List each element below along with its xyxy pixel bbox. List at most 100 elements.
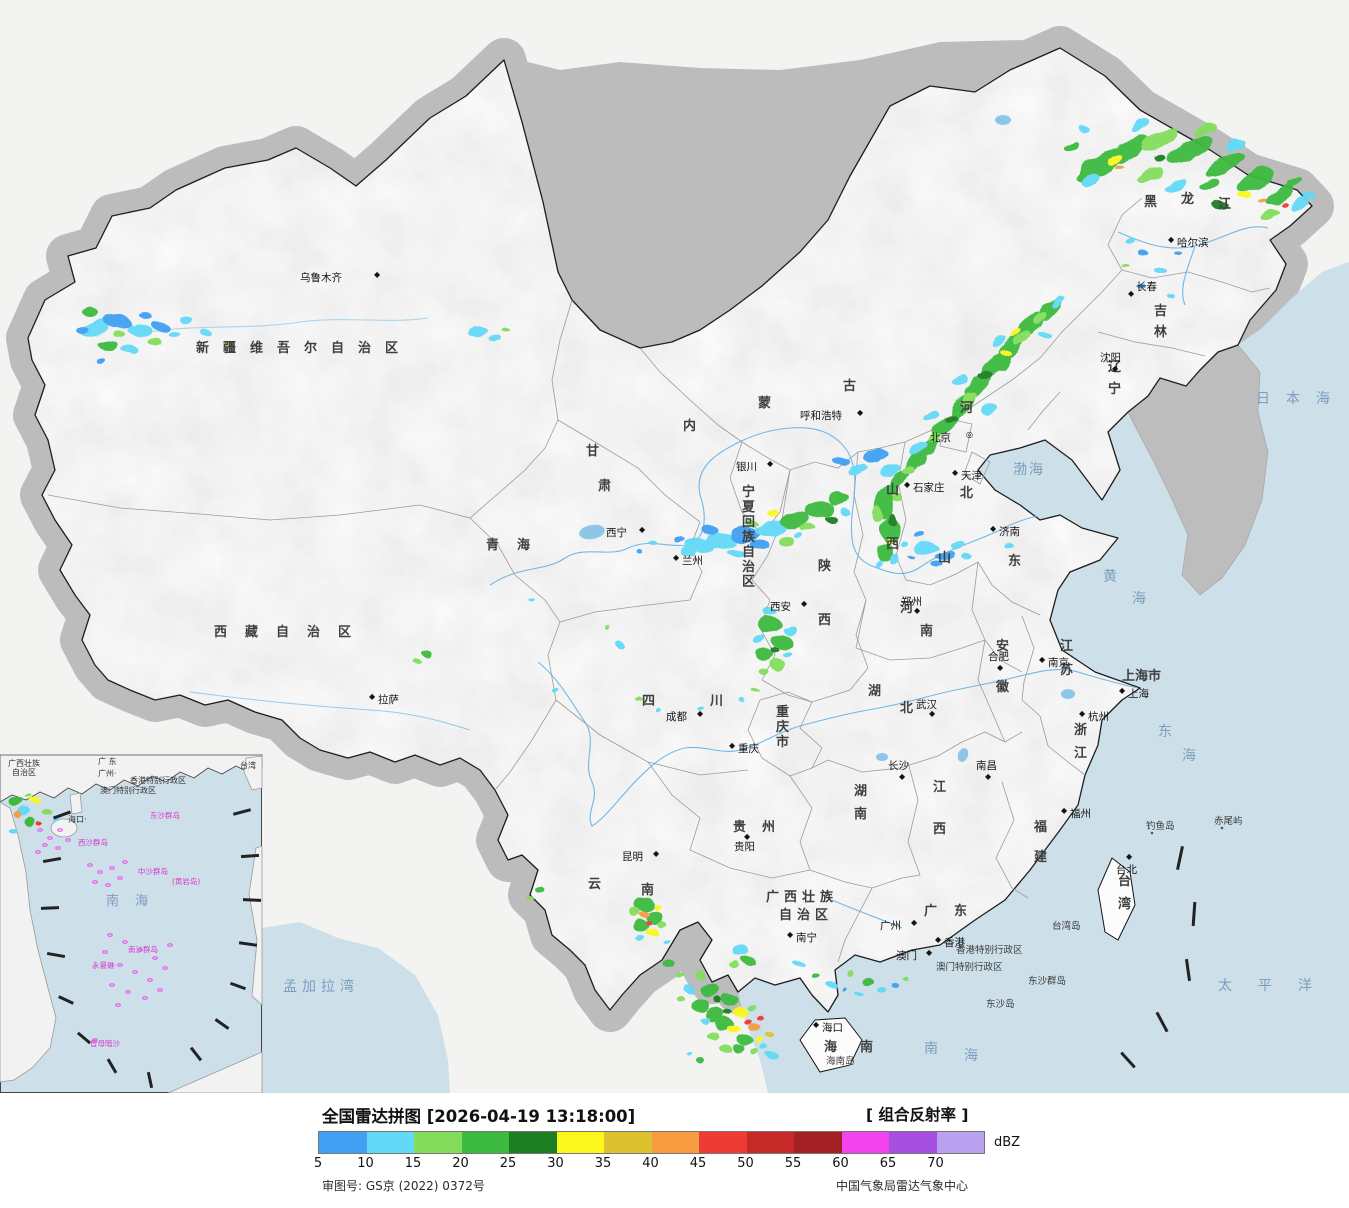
city-label: 石家庄 [913,481,945,494]
chiwei-island-dot [1220,826,1224,830]
radar-echo-blob [95,357,105,363]
radar-echo-blob [922,409,938,421]
china-radar-map: 新疆维吾尔自治区 西藏自治区 青海甘肃内蒙古宁夏回族自治区陕西山西河北河南山东江苏安… [0,0,1349,1094]
city-label: 海口 [822,1021,843,1034]
radar-echo-blob [178,315,194,325]
city-marker: ◆ [801,599,808,608]
city-label: 济南 [999,525,1020,538]
sea-label: 孟加拉湾 [283,978,359,995]
sea-bay-of-bengal [262,922,450,1093]
radar-echo-blob [894,493,902,503]
radar-echo-blob [675,972,685,978]
city-label: 台北 [1116,863,1138,876]
radar-echo-blob [848,464,868,476]
radar-echo-blob [824,515,836,521]
province-label: 浙 [1074,722,1087,738]
province-label: 西 [818,613,831,628]
province-label: 河 [960,400,973,416]
radar-echo-blob [758,617,782,633]
radar-echo-blob [468,327,488,337]
inset-label: (黄岩岛) [172,876,200,886]
province-label: 古 [843,378,856,394]
province-label: 南 [641,882,654,898]
island-mark [122,940,128,944]
province-label: 吉 [1154,304,1167,319]
radar-echo-blob [76,326,88,334]
radar-echo-blob [840,509,850,515]
radar-echo-blob [830,493,850,507]
province-label: 州 [761,820,775,835]
city-label: 南宁 [796,931,817,944]
inset-boundary-dashes [40,808,262,1089]
radar-echo-blob [739,698,745,702]
radar-echo-blob [702,526,718,534]
inset-label: 广西壮族 [8,758,40,768]
radar-echo-blob [727,548,743,556]
radar-echo-blob [755,1037,765,1043]
province-label: 江 [1060,638,1073,654]
boundary-dash [240,853,260,859]
province-label: 台 [1118,873,1131,889]
sea-label: 东 [1158,724,1172,740]
city-label: 西安 [770,600,791,613]
radar-echo-blob [148,338,162,346]
province-label: 青海 [486,537,548,553]
radar-echo-blob [685,986,695,994]
province-label: 辽 [1108,360,1122,375]
city-marker: ◆ [374,270,381,279]
province-label: 湖 [854,784,867,799]
radar-echo-blob [150,320,170,332]
city-marker: ◎ [966,430,973,439]
island-mark [167,943,173,947]
city-marker: ◆ [369,692,376,701]
province-label: 广 [924,903,937,919]
radar-echo-blob [800,524,816,532]
taihu-lake [1061,689,1075,699]
radar-echo-blob [654,905,662,911]
province-label: 广西壮族 [766,889,838,905]
radar-echo-blob [636,698,644,702]
radar-echo-blob [750,540,770,550]
province-label: 新疆维吾尔自治区 [196,340,412,356]
radar-echo-blob [1131,117,1149,133]
radar-echo-blob [1166,293,1174,297]
radar-echo-blob [98,340,118,350]
province-label: 四 [642,694,655,709]
radar-echo-blob [964,373,992,397]
radar-echo-blob [943,414,957,422]
radar-echo-blob [793,532,803,538]
radar-echo-blob [742,956,754,964]
radar-echo-blob [890,554,900,566]
province-label: 蒙 [758,395,771,411]
radar-echo-blob [766,1052,778,1058]
island-mark [109,983,115,987]
island-label: 东沙岛 [986,998,1015,1010]
province-label: 河 [900,600,913,616]
scale-cell-35 [604,1132,652,1153]
island-mark [162,966,168,970]
province-label: 山 [938,550,951,566]
radar-echo-blob [657,922,667,928]
radar-echo-blob [1167,136,1213,164]
radar-echo-blob [224,343,232,347]
boundary-dashes [1120,845,1197,1069]
radar-echo-blob [737,1035,753,1045]
inset-label: 台湾 [240,760,256,770]
city-label: 乌鲁木齐 [300,271,342,284]
province-label: 陕 [818,558,832,574]
city-label: 西宁 [606,526,627,539]
radar-echo-blob [806,502,834,518]
radar-echo-blob [719,1044,731,1052]
radar-echo-blob [963,555,973,561]
scale-number: 65 [879,1156,897,1171]
province-label: 东 [954,903,967,919]
radar-echo-blob [756,1016,764,1020]
inset-label: 自治区 [12,767,36,777]
province-label: 甘 [586,443,599,459]
radar-echo-blob [24,793,32,797]
radar-echo-blob [1135,283,1145,287]
city-label: 银川 [736,460,757,473]
radar-echo-blob [535,887,545,893]
province-label: 湾 [1118,896,1131,912]
